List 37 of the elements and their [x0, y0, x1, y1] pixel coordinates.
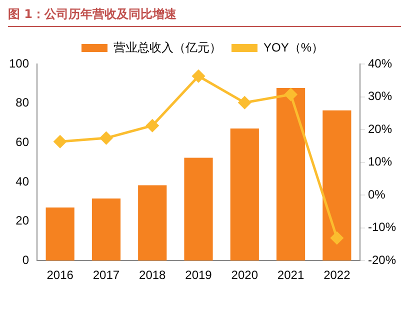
point [330, 232, 344, 244]
chart-title: 图 1：公司历年营收及同比增速 [8, 6, 177, 23]
bar [230, 128, 259, 261]
x-tick-label: 2021 [277, 268, 304, 282]
y-tick-label: 0 [22, 252, 30, 267]
bar [138, 185, 167, 261]
y-tick-label: 80 [16, 96, 30, 110]
point [238, 96, 251, 109]
x-tick-label: 2016 [46, 268, 74, 282]
bar [92, 198, 121, 261]
legend-label: 营业总收入（亿元） [113, 40, 222, 54]
y-tick-label: 40 [16, 174, 30, 188]
y2-tick-label: 40% [368, 56, 392, 70]
point [284, 88, 298, 101]
x-tick-label: 2018 [139, 268, 166, 282]
y2-tick-label: 30% [368, 89, 392, 104]
bar [276, 88, 306, 261]
x-tick-label: 2022 [324, 268, 351, 282]
y2-tick-label: 20% [368, 122, 392, 136]
bar [46, 208, 74, 261]
x-tick-label: 2019 [185, 268, 212, 282]
point [54, 135, 66, 148]
x-tick-label: 2017 [92, 268, 120, 282]
y-tick-label: 60 [16, 134, 30, 149]
y-tick-label: 100 [8, 56, 30, 70]
y2-tick-label: 0% [368, 187, 386, 202]
bar [184, 158, 213, 261]
y2-tick-label: 10% [368, 154, 392, 169]
point [100, 132, 112, 144]
y2-tick-label: -20% [368, 252, 396, 267]
bar [322, 110, 352, 261]
y2-tick-label: -10% [368, 220, 396, 234]
legend-label: YOY（%） [263, 40, 324, 54]
x-tick-label: 2020 [231, 268, 258, 282]
y-tick-label: 20 [16, 214, 30, 228]
point [146, 119, 159, 132]
point [192, 70, 205, 82]
